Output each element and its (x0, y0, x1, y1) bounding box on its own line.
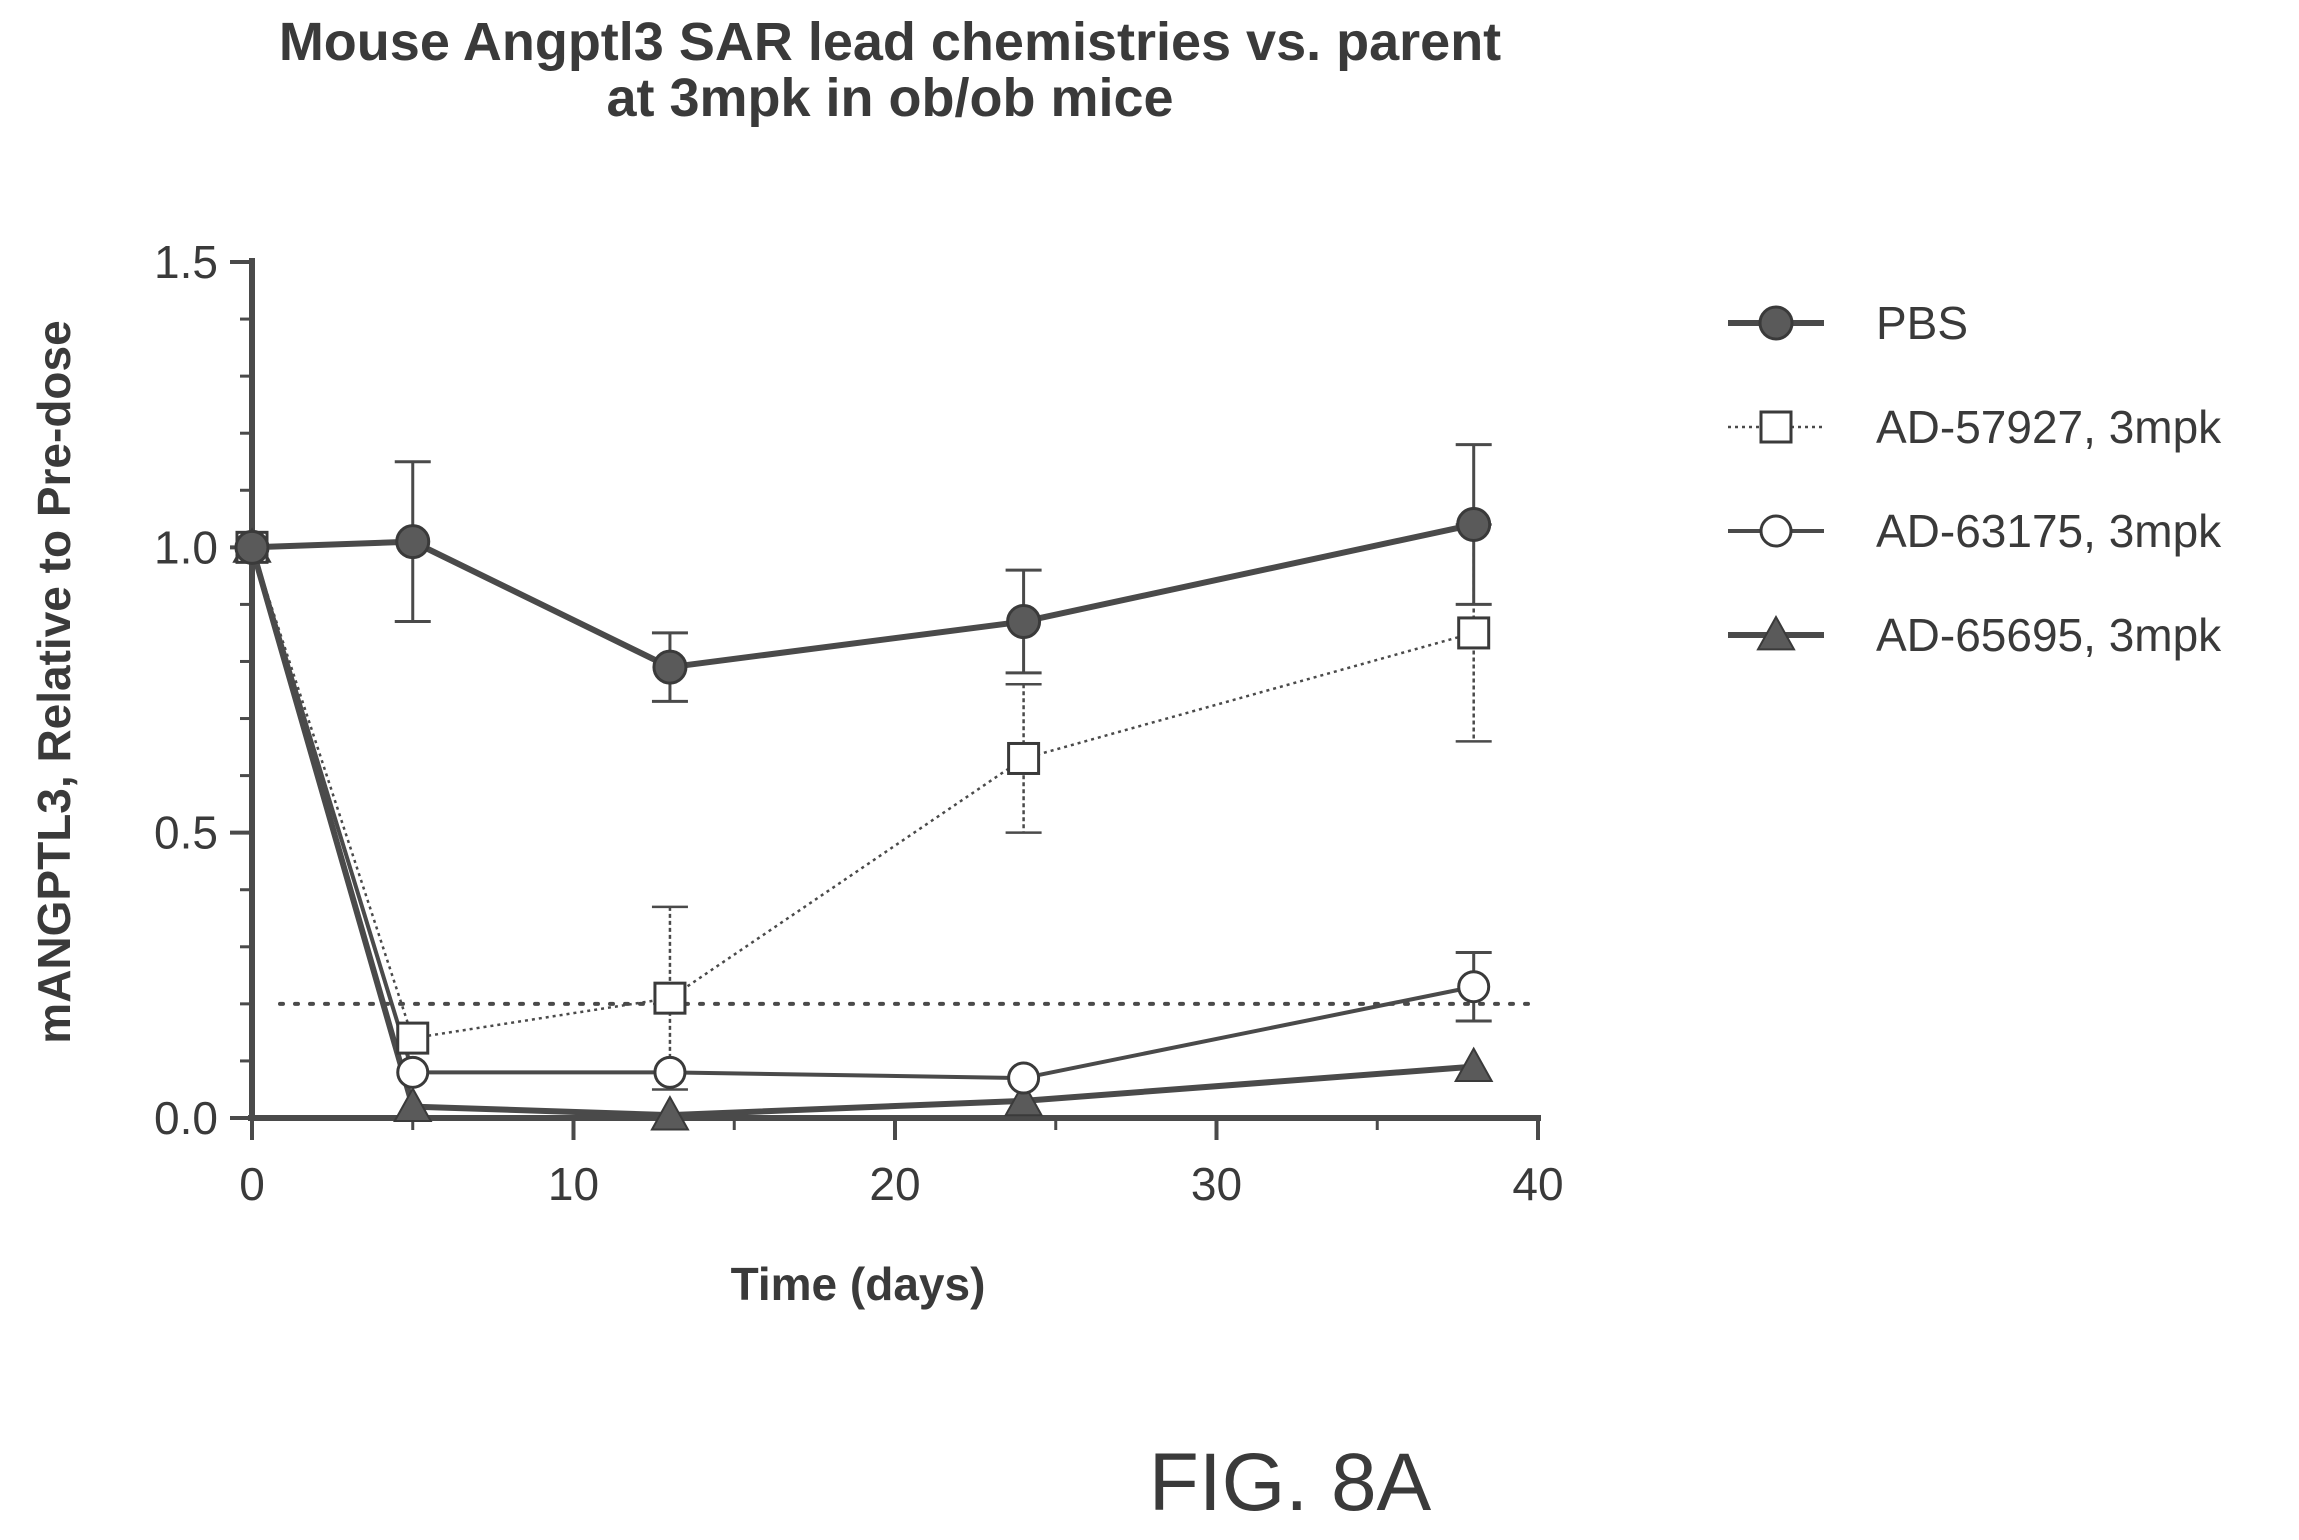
data-point-series-0 (1006, 604, 1042, 640)
x-tick-label: 20 (869, 1158, 920, 1210)
data-point-series-0 (234, 529, 270, 565)
legend-marker (1758, 305, 1794, 341)
x-tick-label: 30 (1191, 1158, 1242, 1210)
data-point-series-1 (1457, 616, 1491, 650)
legend-label: AD-65695, 3mpk (1876, 609, 2222, 661)
chart-title-line-1: Mouse Angptl3 SAR lead chemistries vs. p… (279, 12, 1501, 72)
y-tick-label: 0.0 (154, 1092, 218, 1144)
data-point-series-3 (393, 1086, 433, 1122)
series-line-3 (249, 546, 1474, 1119)
x-axis-title: Time (days) (731, 1258, 986, 1310)
x-tick-label: 10 (548, 1158, 599, 1210)
data-point-series-1 (653, 981, 687, 1015)
y-axis-title: mANGPTL3, Relative to Pre-dose (28, 320, 80, 1043)
y-tick-label: 1.0 (154, 521, 218, 573)
series-line-1 (250, 546, 1475, 1040)
x-tick-label: 0 (239, 1158, 265, 1210)
figure-label: FIG. 8A (1149, 1437, 1432, 1528)
data-point-series-2 (653, 1055, 687, 1089)
data-point-series-2 (1007, 1061, 1041, 1095)
data-point-series-0 (1456, 507, 1492, 543)
legend: PBS AD-57927, 3mpk AD-63175, 3mpk AD-65695,… (1728, 297, 2222, 661)
data-point-series-3 (1454, 1046, 1494, 1083)
data-point-series-1 (1007, 741, 1041, 775)
data-point-series-2 (396, 1055, 430, 1089)
legend-marker (1759, 514, 1793, 548)
data-point-series-0 (652, 649, 688, 685)
series-line-2 (250, 546, 1475, 1081)
data-point-series-3 (650, 1095, 690, 1131)
plot-area: 0.0 0.5 1.0 1.5 0 10 20 30 40 (154, 236, 1564, 1210)
legend-label: PBS (1876, 297, 1968, 349)
legend-marker (1756, 614, 1796, 651)
data-point-series-2 (1457, 970, 1491, 1004)
data-point-series-0 (395, 524, 431, 560)
x-tick-label: 40 (1512, 1158, 1563, 1210)
legend-label: AD-63175, 3mpk (1876, 505, 2222, 557)
chart-title-line-2: at 3mpk in ob/ob mice (606, 68, 1173, 128)
y-tick-label: 1.5 (154, 236, 218, 288)
series-line-0 (251, 521, 1475, 671)
data-point-series-3 (1003, 1080, 1044, 1117)
y-tick-label: 0.5 (154, 807, 218, 859)
legend-label: AD-57927, 3mpk (1876, 401, 2222, 453)
data-point-series-1 (396, 1021, 430, 1055)
legend-marker (1759, 410, 1793, 444)
